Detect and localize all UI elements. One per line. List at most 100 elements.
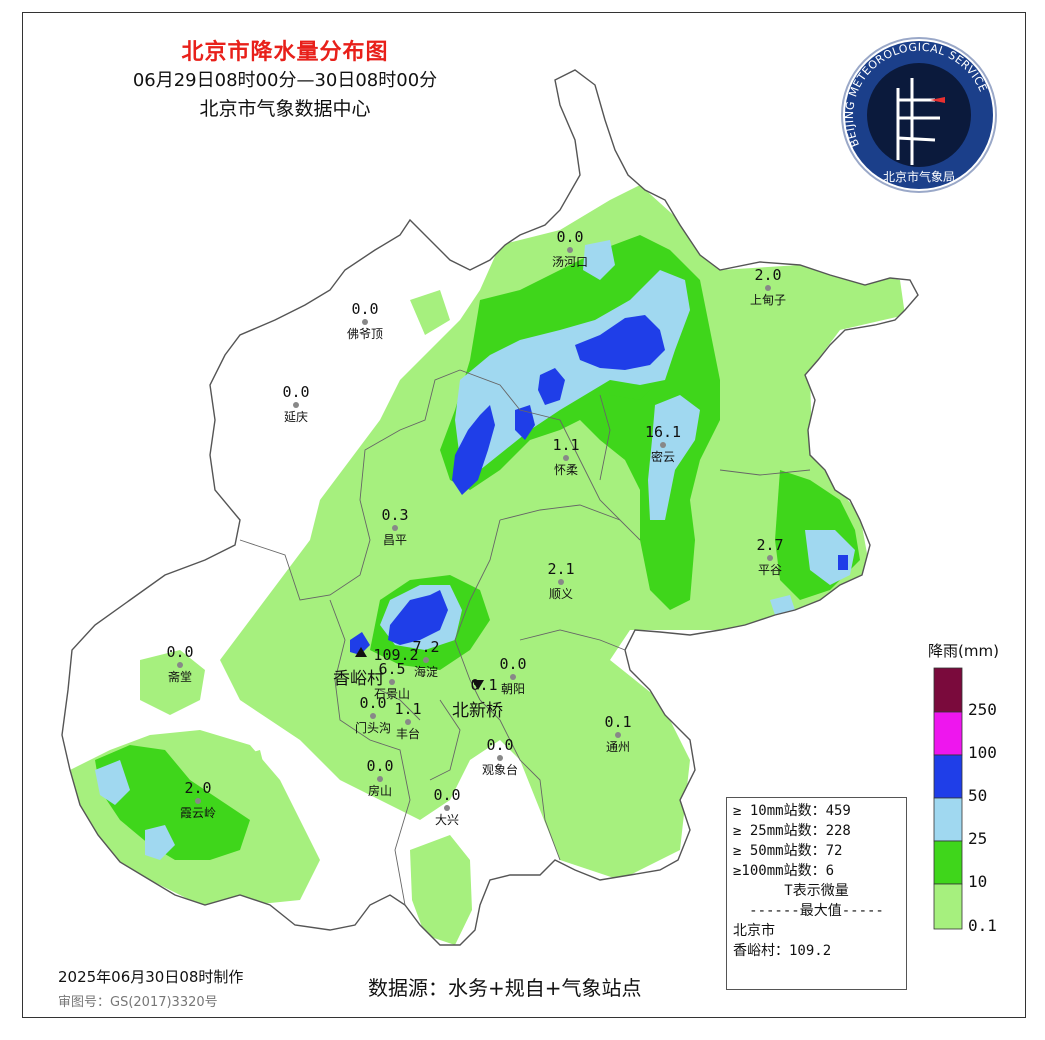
station-name: 延庆 [283, 410, 308, 424]
special-station-value: 109.2 [373, 646, 419, 664]
stat-row-25mm: ≥ 25mm站数：228 [733, 823, 851, 839]
made-time: 2025年06月30日08时制作 [58, 968, 244, 986]
station-name: 平谷 [757, 563, 782, 577]
station-name: 斋堂 [167, 670, 192, 684]
station-name: 霞云岭 [179, 806, 216, 820]
station-dot-shangdianzi [765, 285, 771, 291]
rain-band-blue [350, 315, 848, 655]
station-dot-haidian [423, 657, 429, 663]
station-name: 汤河口 [551, 255, 588, 269]
legend-swatch-0-1 [933, 883, 963, 930]
station-value: 7.2 [412, 638, 440, 656]
station-value: 0.0 [366, 757, 394, 775]
legend-swatch-10 [933, 840, 963, 885]
station-dot-tongzhou [615, 732, 621, 738]
station-dot-xiayunling [195, 798, 201, 804]
special-station-value: 0.1 [470, 676, 498, 694]
station-name: 佛爷顶 [346, 327, 383, 341]
station-value: 0.0 [556, 228, 584, 246]
station-dot-zhaitang [177, 662, 183, 668]
station-dot-shunyi [558, 579, 564, 585]
bms-logo: BEIJING METEOROLOGICAL SERVICE 北京市气象局 [841, 37, 997, 193]
special-station-name: 香峪村 [333, 669, 384, 689]
station-value: 0.0 [351, 300, 379, 318]
station-value: 2.0 [184, 779, 212, 797]
station-value: 1.1 [394, 700, 422, 718]
station-name: 门头沟 [354, 721, 391, 735]
station-name: 密云 [650, 450, 675, 464]
legend-label-10: 10 [968, 872, 988, 891]
logo-name-cn: 北京市气象局 [883, 169, 955, 184]
station-name: 朝阳 [500, 682, 525, 696]
station-dot-fangshan [377, 776, 383, 782]
station-name: 石景山 [373, 687, 410, 701]
station-dot-pinggu [767, 555, 773, 561]
legend-label-100: 100 [968, 743, 997, 762]
max-region: 北京市 [733, 923, 775, 939]
station-value: 0.3 [381, 506, 409, 524]
max-marker-icon [355, 647, 367, 657]
station-dot-miyun [660, 442, 666, 448]
max-station: 香峪村：109.2 [733, 943, 832, 959]
max-heading: ------最大值----- [749, 903, 884, 919]
legend-title: 降雨(mm) [928, 642, 999, 660]
station-dot-shijingshan [389, 679, 395, 685]
legend-swatch-250 [933, 667, 963, 713]
min-marker-icon [472, 680, 484, 690]
station-value: 1.1 [552, 436, 580, 454]
station-name: 上甸子 [749, 293, 786, 307]
legend-swatches [933, 667, 963, 930]
station-dot-fengtai [405, 719, 411, 725]
station-dot-daxing [444, 805, 450, 811]
station-value: 0.1 [604, 713, 632, 731]
station-dot-chaoyang [510, 674, 516, 680]
station-name: 昌平 [382, 533, 407, 547]
station-value: 2.1 [547, 560, 575, 578]
station-value: 16.1 [644, 423, 682, 441]
map-period: 06月29日08时00分—30日08时00分 [132, 70, 438, 91]
station-name: 怀柔 [553, 463, 578, 477]
station-value: 2.7 [756, 536, 784, 554]
legend-label-250: 250 [968, 700, 997, 719]
legend-swatch-50 [933, 754, 963, 799]
station-name: 顺义 [548, 587, 573, 601]
map-org: 北京市气象数据中心 [199, 98, 371, 120]
station-dot-tanghekou [567, 247, 573, 253]
station-name: 海淀 [413, 665, 438, 679]
legend-swatch-25 [933, 797, 963, 842]
station-dot-changping [392, 525, 398, 531]
rain-fill-layer [70, 185, 905, 945]
station-dot-yanqing [293, 402, 299, 408]
station-dot-foyeding [362, 319, 368, 325]
station-value: 0.0 [433, 786, 461, 804]
station-value: 0.0 [166, 643, 194, 661]
station-name: 房山 [367, 784, 392, 798]
station-name: 大兴 [434, 813, 459, 827]
legend-swatch-100 [933, 711, 963, 756]
stat-row-10mm: ≥ 10mm站数：459 [733, 803, 851, 819]
map-frame [22, 12, 1026, 1018]
station-value: 0.0 [282, 383, 310, 401]
legend-label-25: 25 [968, 829, 988, 848]
station-value: 0.0 [499, 655, 527, 673]
station-dots [177, 247, 773, 811]
station-name: 观象台 [481, 763, 518, 777]
station-name: 通州 [605, 740, 630, 754]
station-value: 0.0 [359, 694, 387, 712]
station-value: 0.0 [486, 736, 514, 754]
legend-label-0-1: 0.1 [968, 916, 997, 935]
data-source: 数据源：水务+规自+气象站点 [368, 976, 642, 1000]
legend-label-50: 50 [968, 786, 988, 805]
station-value: 6.5 [378, 660, 406, 678]
station-name: 丰台 [395, 727, 420, 741]
stat-row-100mm: ≥100mm站数：6 [733, 863, 835, 879]
station-value: 2.0 [754, 266, 782, 284]
district-borders [239, 369, 811, 906]
review-number: 审图号：GS(2017)3320号 [58, 995, 218, 1010]
station-dot-mentougou [370, 713, 376, 719]
special-station-name: 北新桥 [452, 701, 503, 721]
map-title: 北京市降水量分布图 [181, 40, 389, 65]
stats-box: ≥ 10mm站数：459 ≥ 25mm站数：228 ≥ 50mm站数：72 ≥1… [726, 797, 907, 990]
station-dot-huairou [563, 455, 569, 461]
